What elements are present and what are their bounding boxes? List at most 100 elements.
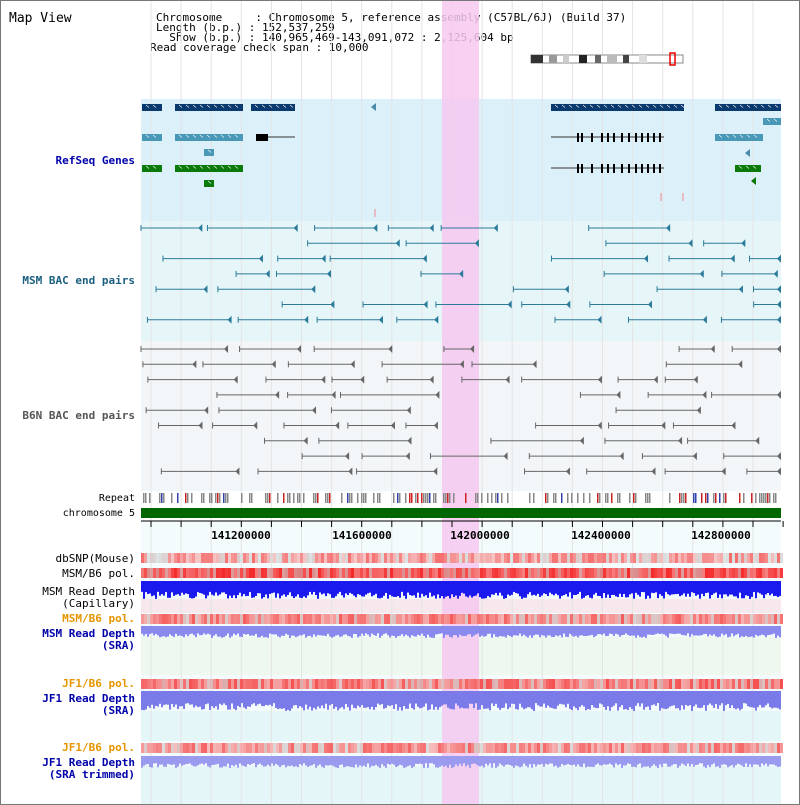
depth-bar <box>725 626 727 635</box>
depth-bar <box>383 756 385 767</box>
repeat-track[interactable] <box>143 493 777 503</box>
track-label-repeat[interactable]: Repeat <box>98 493 135 504</box>
depth-bar <box>425 626 427 638</box>
track-label-b6n-bac[interactable]: B6N BAC end pairs <box>22 409 135 422</box>
repeat-element <box>571 493 573 503</box>
depth-bar <box>743 581 745 599</box>
depth-bar <box>307 626 309 637</box>
depth-bar <box>659 691 661 711</box>
depth-bar <box>169 691 171 710</box>
track-label-msm-b6-pol-2[interactable]: MSM/B6 pol. <box>62 612 135 625</box>
b6n-bac-track[interactable] <box>140 345 781 476</box>
depth-bar <box>551 581 553 595</box>
repeat-element <box>203 493 205 503</box>
depth-bar <box>603 626 605 634</box>
depth-bar <box>519 581 521 597</box>
bac-end <box>253 421 258 430</box>
heat-cell <box>246 553 249 563</box>
heat-cell <box>297 553 300 563</box>
depth-bar <box>493 691 495 707</box>
depth-bar <box>385 691 387 708</box>
heat-cell <box>582 614 585 624</box>
heat-cell <box>228 679 231 689</box>
highlight-region[interactable] <box>442 1 479 804</box>
depth-bar <box>437 581 439 595</box>
depth-bar <box>431 691 433 705</box>
depth-bar <box>529 626 531 636</box>
exon <box>607 164 609 173</box>
depth-bar <box>429 581 431 593</box>
depth-bar <box>629 756 631 764</box>
depth-bar <box>679 756 681 766</box>
heat-cell <box>219 679 222 689</box>
depth-bar <box>465 756 467 767</box>
heat-cell <box>183 743 186 753</box>
strand-tick <box>732 104 737 108</box>
heat-cell <box>435 743 438 753</box>
refseq-genes-track[interactable] <box>142 103 781 217</box>
track-label-chromosome[interactable]: chromosome 5 <box>62 508 135 519</box>
heat-cell <box>360 614 363 624</box>
depth-bar <box>357 691 359 706</box>
repeat-element <box>775 493 777 503</box>
heat-cell <box>339 568 342 578</box>
exon <box>659 164 661 173</box>
heat-cell <box>519 679 522 689</box>
heat-cell <box>669 568 672 578</box>
depth-bar <box>469 626 471 635</box>
track-label-jf1-b6-pol-2[interactable]: JF1/B6 pol. <box>62 741 135 754</box>
heat-cell <box>408 743 411 753</box>
track-label-msm-depth-capillary[interactable]: MSM Read Depth <box>42 585 135 598</box>
depth-bar <box>471 581 473 598</box>
chromosome-bar[interactable] <box>141 508 781 518</box>
heat-cell <box>303 614 306 624</box>
depth-bar <box>613 581 615 595</box>
heat-cell <box>687 679 690 689</box>
heat-cell <box>633 568 636 578</box>
depth-bar <box>633 581 635 599</box>
depth-bar <box>229 691 231 710</box>
track-label-msm-b6-pol[interactable]: MSM/B6 pol. <box>62 567 135 580</box>
depth-bar <box>259 756 261 764</box>
depth-bar <box>703 756 705 767</box>
heat-cell <box>186 614 189 624</box>
track-label-dbsnp[interactable]: dbSNP(Mouse) <box>55 552 135 565</box>
depth-bar <box>287 691 289 710</box>
msm-bac-track[interactable] <box>140 224 781 324</box>
track-label-jf1-depth-sra[interactable]: JF1 Read Depth <box>42 692 135 705</box>
track-label-jf1-b6-pol[interactable]: JF1/B6 pol. <box>62 677 135 690</box>
heat-cell <box>717 614 720 624</box>
heat-cell <box>327 568 330 578</box>
depth-bar <box>719 756 721 768</box>
depth-bar <box>159 626 161 638</box>
heat-cell <box>294 743 297 753</box>
track-label-msm-bac[interactable]: MSM BAC end pairs <box>22 274 135 287</box>
read-depth-tracks[interactable] <box>141 581 781 768</box>
depth-bar <box>693 756 695 767</box>
heat-cell <box>426 743 429 753</box>
depth-bar <box>243 756 245 767</box>
heat-cell <box>183 679 186 689</box>
depth-bar <box>347 756 349 767</box>
track-label-refseq[interactable]: RefSeq Genes <box>55 154 135 167</box>
heat-cell <box>270 743 273 753</box>
depth-bar <box>467 756 469 765</box>
track-label-msm-depth-sra[interactable]: MSM Read Depth <box>42 627 135 640</box>
track-label-jf1-depth-trimmed[interactable]: JF1 Read Depth <box>42 756 135 769</box>
depth-bar <box>211 691 213 707</box>
depth-bar <box>321 581 323 595</box>
heat-cell <box>498 568 501 578</box>
heat-cell <box>513 614 516 624</box>
depth-bar <box>155 756 157 764</box>
chromosome-ideogram[interactable] <box>530 52 684 66</box>
polymorphism-heat-tracks[interactable] <box>141 553 783 753</box>
depth-bar <box>597 756 599 764</box>
refseq-transcript <box>175 165 243 172</box>
depth-bar <box>745 581 747 596</box>
repeat-element <box>341 493 343 503</box>
heat-cell <box>186 743 189 753</box>
depth-bar <box>407 581 409 593</box>
heat-cell <box>288 568 291 578</box>
heat-cell <box>201 679 204 689</box>
